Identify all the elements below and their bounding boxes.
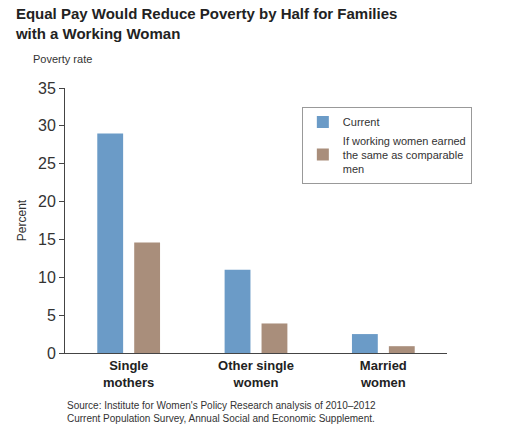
- svg-text:5: 5: [47, 307, 56, 324]
- svg-text:10: 10: [38, 269, 56, 286]
- svg-text:Other singlewomen: Other singlewomen: [218, 358, 294, 390]
- svg-text:30: 30: [38, 117, 56, 134]
- svg-text:Source: Institute for Women's: Source: Institute for Women's Policy Res…: [67, 400, 376, 424]
- svg-text:15: 15: [38, 231, 56, 248]
- svg-text:25: 25: [38, 155, 56, 172]
- svg-text:35: 35: [38, 80, 56, 97]
- svg-text:Marriedwomen: Marriedwomen: [360, 358, 407, 390]
- svg-text:If working women earnedthe sam: If working women earnedthe same as compa…: [343, 134, 466, 175]
- svg-text:Poverty rate: Poverty rate: [33, 53, 92, 65]
- svg-text:Singlemothers: Singlemothers: [103, 358, 154, 390]
- svg-text:Percent: Percent: [15, 199, 29, 241]
- svg-text:Current: Current: [343, 116, 380, 128]
- svg-text:0: 0: [47, 345, 56, 362]
- svg-text:Equal Pay Would Reduce Poverty: Equal Pay Would Reduce Poverty by Half f…: [15, 5, 398, 42]
- svg-text:20: 20: [38, 193, 56, 210]
